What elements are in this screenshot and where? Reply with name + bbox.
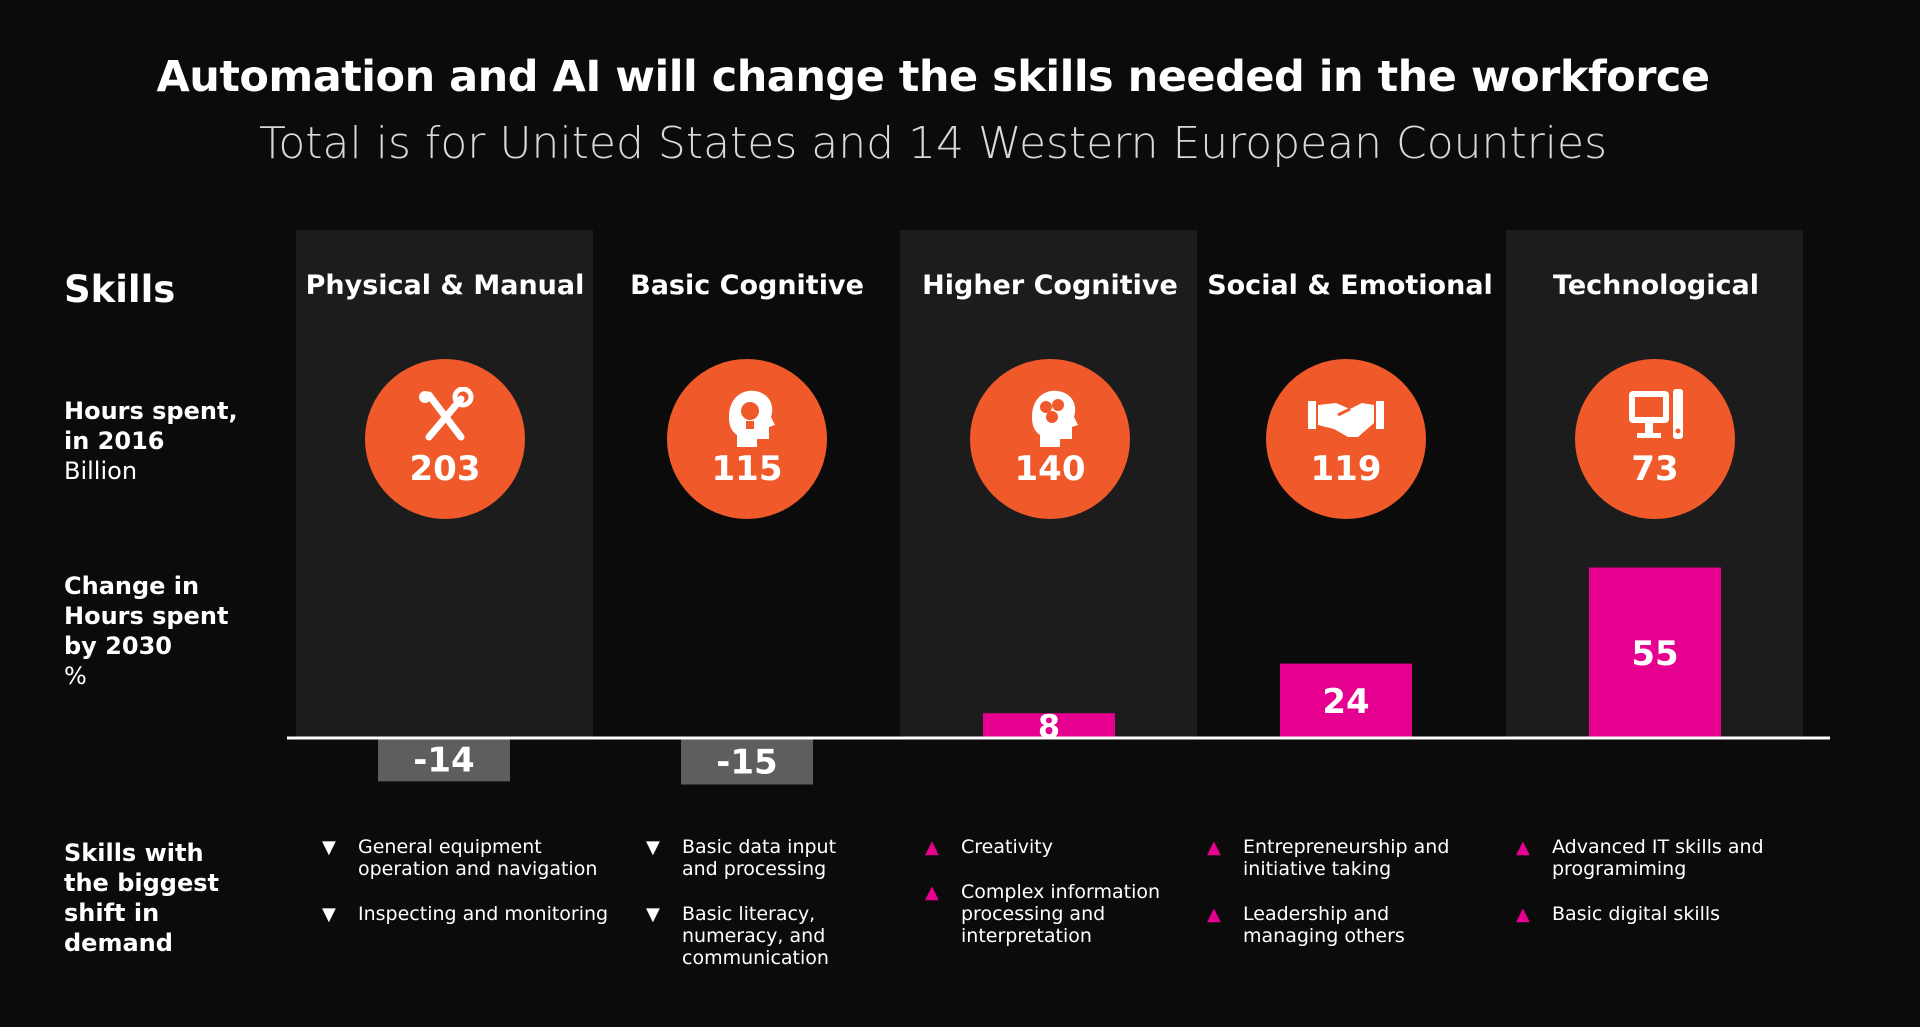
up-triangle-icon: ▲: [1207, 837, 1221, 858]
handshake-icon: [1308, 401, 1384, 437]
bullet-text-line: Advanced IT skills and: [1552, 836, 1764, 858]
bullet-text-line: Leadership and: [1243, 903, 1390, 925]
change-unit: %: [64, 662, 87, 690]
change-label-line3: by 2030: [64, 632, 172, 660]
shift-label-line3: shift in: [64, 899, 160, 927]
bullet-text-line: Creativity: [961, 836, 1053, 858]
bullet-item: ▼ Inspecting and monitoring: [322, 903, 622, 925]
column-title-higher-cognitive: Higher Cognitive: [922, 270, 1178, 301]
shift-label-line4: demand: [64, 929, 173, 957]
bullet-text-line: operation and navigation: [358, 858, 598, 880]
shift-label-line2: the biggest: [64, 869, 219, 897]
down-triangle-icon: ▼: [646, 904, 660, 925]
bullet-text-line: initiative taking: [1243, 858, 1392, 880]
change-row-label: Change in Hours spent by 2030 %: [64, 571, 228, 691]
change-label-basic-cognitive: -15: [716, 742, 777, 782]
change-label-social-emotional: 24: [1322, 682, 1369, 722]
bullet-text-line: and processing: [682, 858, 827, 880]
column-title-basic-cognitive: Basic Cognitive: [630, 270, 864, 301]
down-triangle-icon: ▼: [646, 837, 660, 858]
change-bar-higher-cognitive: [983, 713, 1115, 738]
change-bar-social-emotional: [1280, 663, 1412, 738]
up-triangle-icon: ▲: [925, 837, 939, 858]
skills-row-label: Skills: [64, 268, 176, 311]
bullet-item: ▼ Basic literacy, numeracy, and communic…: [646, 903, 906, 969]
brain-head-icon: [1032, 390, 1078, 447]
change-label-line1: Change in: [64, 572, 200, 600]
bullet-text-line: communication: [682, 947, 829, 969]
hours-value-physical-manual: 203: [409, 449, 481, 489]
bullet-item: ▲ Basic digital skills: [1516, 903, 1836, 925]
bullets-higher-cognitive: ▲ Creativity ▲ Complex information proce…: [925, 836, 1195, 970]
bullet-item: ▼ General equipment operation and naviga…: [322, 836, 622, 880]
hours-circle-basic-cognitive: 115: [667, 359, 827, 519]
change-label-technological: 55: [1631, 634, 1678, 674]
hours-label-line2: in 2016: [64, 427, 165, 455]
hours-circle-social-emotional: 119: [1266, 359, 1426, 519]
hours-circle-higher-cognitive: 140: [970, 359, 1130, 519]
change-bar-basic-cognitive: [681, 738, 813, 785]
computer-icon: [1629, 389, 1683, 439]
shift-row-label: Skills with the biggest shift in demand: [64, 838, 219, 958]
hours-value-higher-cognitive: 140: [1014, 449, 1086, 489]
chart-title: Automation and AI will change the skills…: [156, 52, 1710, 102]
up-triangle-icon: ▲: [1516, 904, 1530, 925]
tools-icon: [419, 387, 474, 441]
bullet-text-line: processing and: [961, 903, 1106, 925]
bullet-item: ▼ Basic data input and processing: [646, 836, 906, 880]
bullet-text-line: programiming: [1552, 858, 1687, 880]
column-title-social-emotional: Social & Emotional: [1207, 270, 1493, 301]
bullets-technological: ▲ Advanced IT skills and programiming ▲ …: [1516, 836, 1836, 948]
up-triangle-icon: ▲: [925, 882, 939, 903]
bullet-text-line: numeracy, and: [682, 925, 826, 947]
change-label-higher-cognitive: 8: [1038, 708, 1060, 746]
shift-label-line1: Skills with: [64, 839, 204, 867]
hours-row-label: Hours spent, in 2016 Billion: [64, 396, 238, 486]
bullets-social-emotional: ▲ Entrepreneurship and initiative taking…: [1207, 836, 1497, 970]
down-triangle-icon: ▼: [322, 904, 336, 925]
hours-value-basic-cognitive: 115: [711, 449, 783, 489]
bullet-text-line: Basic digital skills: [1552, 903, 1721, 925]
down-triangle-icon: ▼: [322, 837, 336, 858]
bullet-text-line: Entrepreneurship and: [1243, 836, 1450, 858]
column-title-physical-manual: Physical & Manual: [305, 270, 585, 301]
bullet-item: ▲ Leadership and managing others: [1207, 903, 1497, 947]
bullet-text-line: Basic literacy,: [682, 903, 816, 925]
hours-value-technological: 73: [1631, 449, 1679, 489]
bullet-item: ▲ Creativity: [925, 836, 1195, 858]
hours-label-line1: Hours spent,: [64, 397, 238, 425]
bullet-text-line: Basic data input: [682, 836, 837, 858]
hours-circle-physical-manual: 203: [365, 359, 525, 519]
hours-value-social-emotional: 119: [1310, 449, 1382, 489]
bullet-text-line: Inspecting and monitoring: [358, 903, 609, 925]
column-title-technological: Technological: [1552, 270, 1759, 301]
bullet-text-line: managing others: [1243, 925, 1405, 947]
hours-circle-technological: 73: [1575, 359, 1735, 519]
up-triangle-icon: ▲: [1207, 904, 1221, 925]
change-label-physical-manual: -14: [413, 741, 474, 781]
chart-subtitle: Total is for United States and 14 Wester…: [258, 118, 1607, 169]
bullet-item: ▲ Complex information processing and int…: [925, 881, 1195, 947]
bullet-item: ▲ Advanced IT skills and programiming: [1516, 836, 1836, 880]
bullets-basic-cognitive: ▼ Basic data input and processing ▼ Basi…: [646, 836, 906, 992]
bullets-physical-manual: ▼ General equipment operation and naviga…: [322, 836, 622, 948]
up-triangle-icon: ▲: [1516, 837, 1530, 858]
change-bar-technological: [1589, 567, 1721, 738]
change-label-line2: Hours spent: [64, 602, 229, 630]
bullet-text-line: Complex information: [961, 881, 1161, 903]
bullet-item: ▲ Entrepreneurship and initiative taking: [1207, 836, 1497, 880]
bullet-text-line: General equipment: [358, 836, 542, 858]
bullet-text-line: interpretation: [961, 925, 1092, 947]
change-bar-physical-manual: [378, 738, 510, 782]
lightbulb-head-icon: [729, 390, 775, 447]
hours-unit: Billion: [64, 457, 138, 485]
